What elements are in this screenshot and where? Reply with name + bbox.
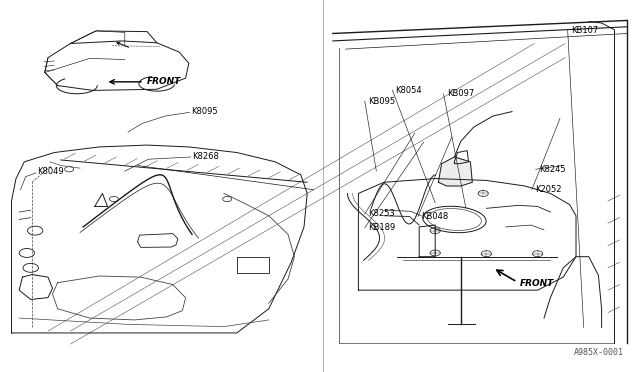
Text: K8268: K8268 <box>192 152 219 161</box>
Text: K8054: K8054 <box>396 86 422 94</box>
Polygon shape <box>438 157 472 186</box>
Text: K8095: K8095 <box>191 107 218 116</box>
Text: KB097: KB097 <box>447 89 474 98</box>
Text: FRONT: FRONT <box>147 77 182 86</box>
Text: K2052: K2052 <box>535 185 561 194</box>
Text: KB095: KB095 <box>368 97 395 106</box>
Text: K8049: K8049 <box>37 167 64 176</box>
Text: KB189: KB189 <box>368 223 396 232</box>
Text: FRONT: FRONT <box>520 279 554 288</box>
Text: K8253: K8253 <box>368 209 395 218</box>
Text: KB107: KB107 <box>571 26 598 35</box>
Text: K8245: K8245 <box>539 165 566 174</box>
Text: KB048: KB048 <box>421 212 449 221</box>
Text: A985X-0001: A985X-0001 <box>574 348 624 357</box>
